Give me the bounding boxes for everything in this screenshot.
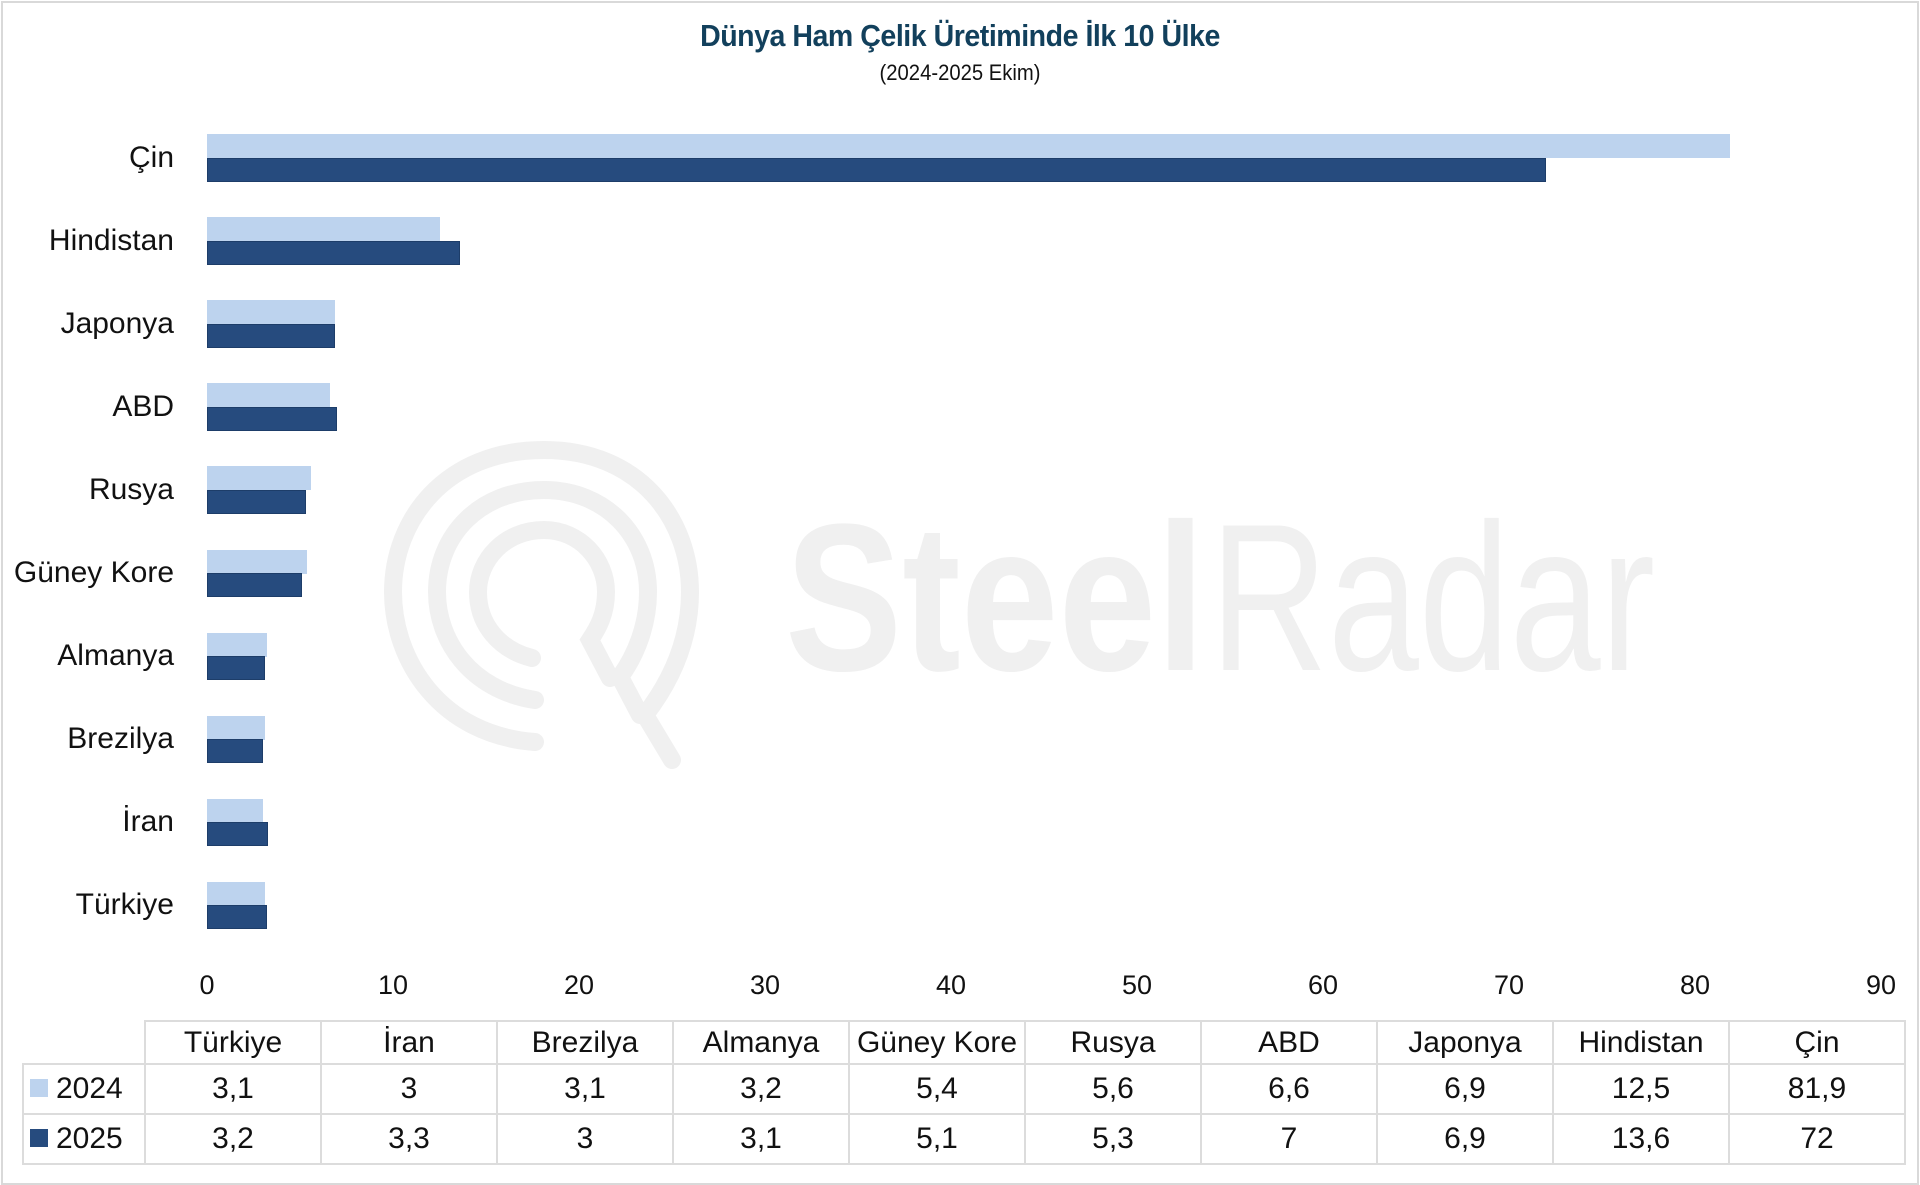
table-cell: 6,9 (1376, 1063, 1554, 1115)
bar-2024 (207, 715, 265, 740)
category-label: İran (122, 805, 174, 839)
bar-2024 (207, 217, 440, 242)
x-tick-label: 40 (935, 970, 967, 1000)
x-tick-label: 0 (199, 970, 215, 1000)
category-label: Brezilya (67, 722, 174, 756)
bar-2025 (207, 157, 1547, 182)
table-column-header: Almanya (672, 1020, 850, 1065)
bar-2025 (207, 240, 460, 265)
x-tick-label: 30 (749, 970, 781, 1000)
x-tick-label: 90 (1865, 970, 1897, 1000)
table-cell: 5,4 (848, 1063, 1026, 1115)
table-cell: 3,1 (672, 1113, 850, 1165)
table-cell: 5,6 (1024, 1063, 1202, 1115)
table-column-header: ABD (1200, 1020, 1378, 1065)
data-table: Türkiye İran Brezilya Almanya Güney Kore Rusy… (22, 1020, 1906, 1165)
legend-entry-2024: 2024 (22, 1063, 146, 1115)
table-column-header: Güney Kore (848, 1020, 1026, 1065)
bar-2025 (207, 406, 338, 431)
table-cell: 3 (320, 1063, 498, 1115)
table-cell: 3 (496, 1113, 674, 1165)
table-cell: 6,6 (1200, 1063, 1378, 1115)
table-cell: 3,3 (320, 1113, 498, 1165)
plot-area: Çin Hindistan Japonya ABD Rusya Güney Kore Alm… (13, 134, 1731, 930)
bar-2025 (207, 323, 336, 348)
x-tick-label: 60 (1307, 970, 1339, 1000)
bar-2025 (207, 489, 306, 514)
bar-2025 (207, 739, 263, 764)
table-row: 2024 3,1 3 3,1 3,2 5,4 5,6 6,6 6,9 12,5 81,9 (22, 1063, 1906, 1115)
table-row: 2025 3,2 3,3 3 3,1 5,1 5,3 7 6,9 13,6 72 (22, 1113, 1906, 1165)
table-column-header: Rusya (1024, 1020, 1202, 1065)
category-label: Çin (128, 140, 174, 174)
chart-subtitle: (2024-2025 Ekim) (879, 60, 1041, 85)
table-cell: 7 (1200, 1113, 1378, 1165)
table-column-header: Türkiye (144, 1020, 322, 1065)
table-cell: 3,2 (672, 1063, 850, 1115)
category-label: Almanya (57, 639, 174, 673)
table-column-header: Çin (1728, 1020, 1906, 1065)
table-corner (23, 1021, 145, 1064)
table-cell: 13,6 (1552, 1113, 1730, 1165)
x-tick-label: 50 (1121, 970, 1153, 1000)
bar-2024 (207, 632, 267, 657)
category-label: Güney Kore (13, 556, 174, 589)
legend-label: 2024 (56, 1072, 123, 1105)
bar-2024 (207, 881, 265, 906)
chart-title: Dünya Ham Çelik Üretiminde İlk 10 Ülke (700, 18, 1220, 53)
table-column-header: İran (320, 1020, 498, 1065)
table-cell: 5,3 (1024, 1113, 1202, 1165)
table-column-header: Brezilya (496, 1020, 674, 1065)
table-cell: 72 (1728, 1113, 1906, 1165)
bar-2025 (207, 822, 269, 847)
table-column-header: Hindistan (1552, 1020, 1730, 1065)
table-column-header: Japonya (1376, 1020, 1554, 1065)
bar-2024 (207, 300, 336, 325)
x-tick-label: 70 (1493, 970, 1525, 1000)
bar-2025 (207, 573, 302, 597)
bar-2024 (207, 549, 308, 574)
table-cell: 6,9 (1376, 1113, 1554, 1165)
x-tick-label: 20 (563, 970, 595, 1000)
bar-2025 (207, 905, 267, 930)
bar-2024 (207, 134, 1731, 158)
legend-swatch-icon (30, 1079, 48, 1098)
table-cell: 3,1 (496, 1063, 674, 1115)
category-label: Türkiye (75, 888, 174, 922)
table-cell: 5,1 (848, 1113, 1026, 1165)
category-label: ABD (112, 389, 174, 423)
table-cell: 12,5 (1552, 1063, 1730, 1115)
legend-swatch-icon (30, 1129, 48, 1148)
category-label: Rusya (88, 472, 174, 506)
category-label: Hindistan (48, 223, 174, 257)
bar-2024 (207, 383, 330, 408)
legend-entry-2025: 2025 (22, 1113, 146, 1165)
legend-label: 2025 (56, 1122, 123, 1155)
table-cell: 3,1 (144, 1063, 322, 1115)
bar-2025 (207, 656, 265, 681)
bar-2024 (207, 798, 263, 823)
table-cell: 3,2 (144, 1113, 322, 1165)
table-cell: 81,9 (1728, 1063, 1906, 1115)
bar-2024 (207, 466, 312, 491)
category-label: Japonya (60, 306, 174, 340)
x-tick-label: 10 (377, 970, 409, 1000)
x-tick-label: 80 (1679, 970, 1711, 1000)
